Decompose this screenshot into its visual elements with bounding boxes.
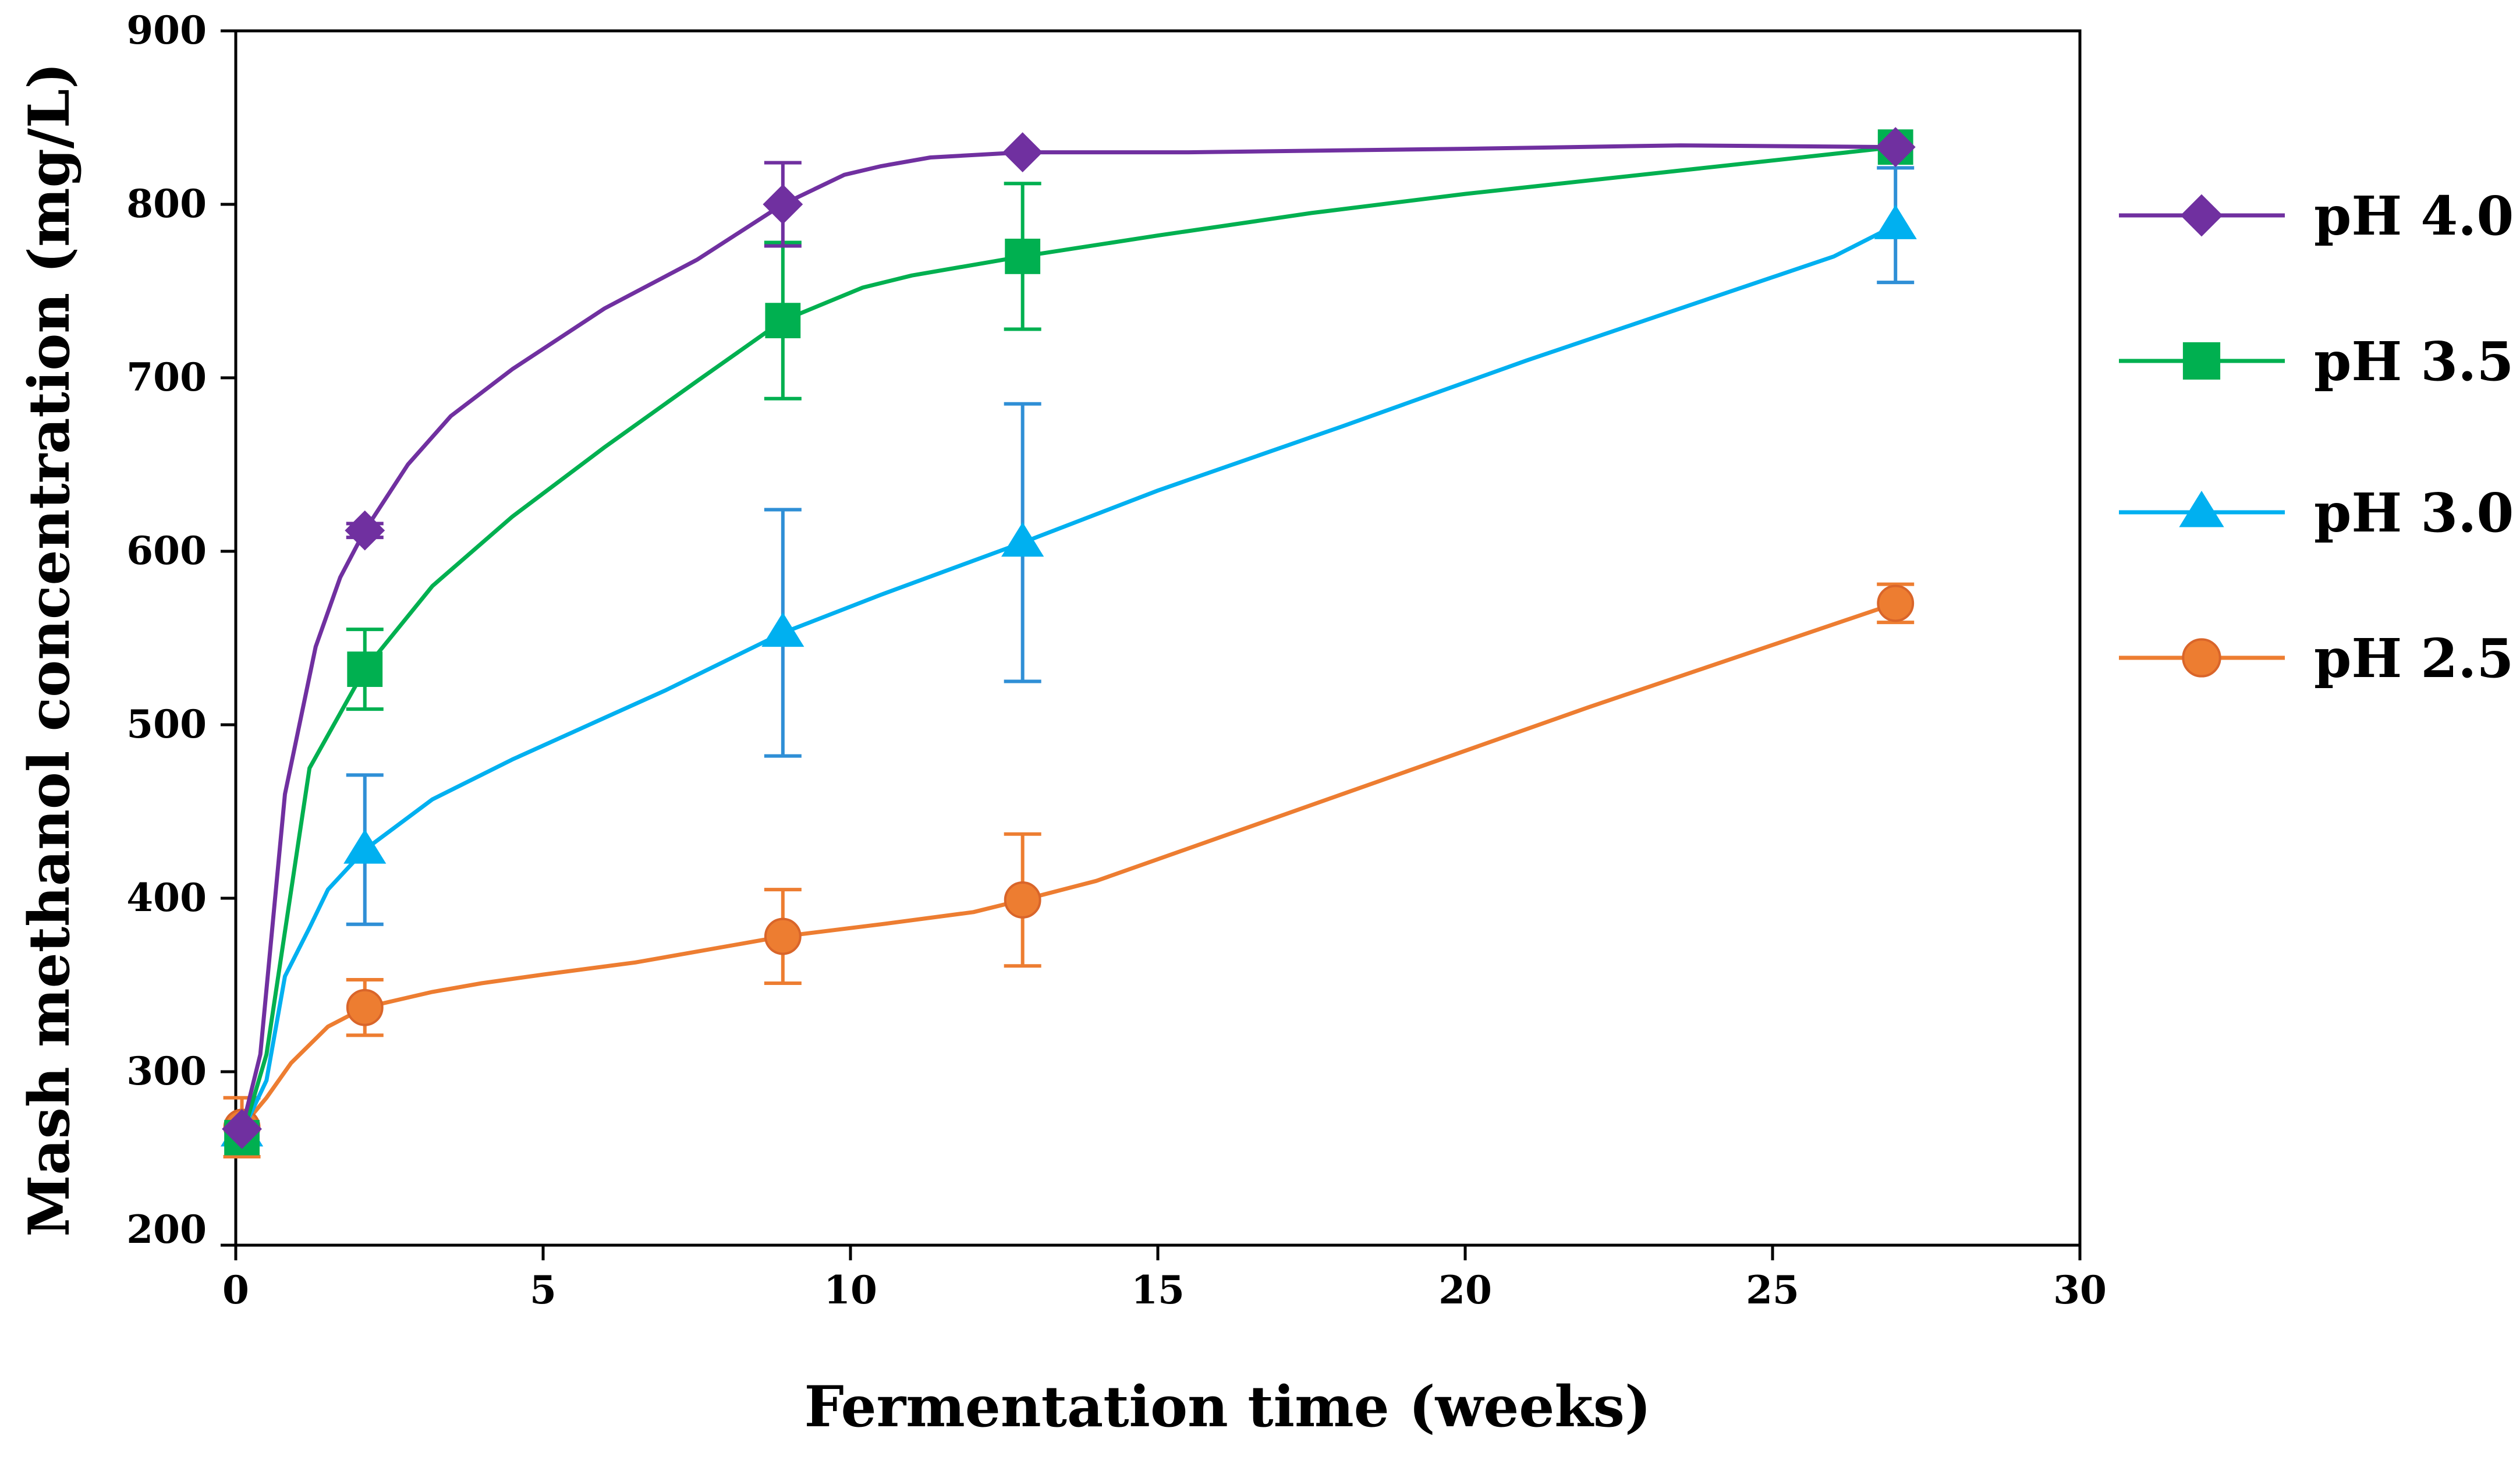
legend-label: pH 3.0 bbox=[2314, 481, 2514, 544]
legend-marker bbox=[2182, 638, 2221, 678]
x-tick-label: 30 bbox=[2053, 1267, 2107, 1313]
series-layer bbox=[220, 127, 1917, 1159]
x-tick-label: 0 bbox=[222, 1267, 249, 1313]
y-tick-label: 300 bbox=[126, 1048, 207, 1094]
x-tick-label: 10 bbox=[824, 1267, 877, 1313]
y-tick-label: 500 bbox=[126, 701, 207, 747]
data-point bbox=[222, 1108, 262, 1149]
legend-item: pH 2.5 bbox=[2119, 627, 2514, 690]
data-point bbox=[761, 612, 804, 647]
data-point bbox=[1875, 127, 1916, 168]
y-tick-label: 800 bbox=[126, 181, 207, 226]
x-tick-label: 15 bbox=[1131, 1267, 1185, 1313]
series-pH-2-5 bbox=[223, 582, 1915, 1159]
legend-marker bbox=[2179, 490, 2224, 527]
legend-item: pH 3.0 bbox=[2119, 481, 2514, 544]
legend-item: pH 3.5 bbox=[2119, 330, 2514, 393]
data-point bbox=[1001, 522, 1044, 557]
legend-label: pH 2.5 bbox=[2314, 627, 2514, 690]
series-line bbox=[240, 145, 1898, 1140]
legend: pH 4.0 pH 3.5 pH 3.0 pH 2.5 bbox=[2119, 185, 2514, 690]
y-tick-label: 400 bbox=[126, 875, 207, 920]
series-line bbox=[240, 143, 1898, 1131]
data-point bbox=[346, 988, 384, 1026]
legend-label: pH 4.0 bbox=[2314, 185, 2514, 247]
data-point bbox=[347, 651, 383, 688]
y-tick-label: 600 bbox=[126, 528, 207, 573]
legend-label: pH 3.5 bbox=[2314, 330, 2514, 393]
data-point bbox=[763, 184, 803, 225]
data-point bbox=[1874, 204, 1917, 239]
data-point bbox=[1002, 132, 1043, 173]
legend-item: pH 4.0 bbox=[2119, 185, 2514, 247]
y-tick-label: 900 bbox=[126, 8, 207, 53]
data-point bbox=[765, 303, 801, 339]
series-pH-3-5 bbox=[224, 129, 1913, 1156]
x-axis-title: Fermentation time (weeks) bbox=[804, 1374, 1651, 1440]
legend-marker bbox=[2180, 194, 2223, 237]
series-line bbox=[240, 601, 1898, 1129]
data-point bbox=[764, 917, 802, 955]
data-point bbox=[1005, 239, 1041, 274]
data-point bbox=[1004, 881, 1041, 919]
y-axis-title: Mash methanol concentration (mg/L) bbox=[16, 62, 82, 1236]
y-tick-label: 700 bbox=[126, 355, 207, 400]
axes: 0 5 10 15 20 25 30 200 300 400 500 600 700 800 900 bbox=[126, 8, 2107, 1313]
data-point bbox=[343, 829, 387, 864]
legend-marker bbox=[2182, 342, 2221, 380]
data-point bbox=[1877, 584, 1915, 622]
series-pH-4-0 bbox=[222, 127, 1916, 1149]
y-tick-label: 200 bbox=[126, 1207, 207, 1252]
series-line bbox=[240, 223, 1898, 1135]
x-tick-label: 5 bbox=[530, 1267, 557, 1313]
x-tick-label: 25 bbox=[1746, 1267, 1799, 1313]
x-tick-label: 20 bbox=[1438, 1267, 1492, 1313]
data-point bbox=[345, 510, 385, 551]
